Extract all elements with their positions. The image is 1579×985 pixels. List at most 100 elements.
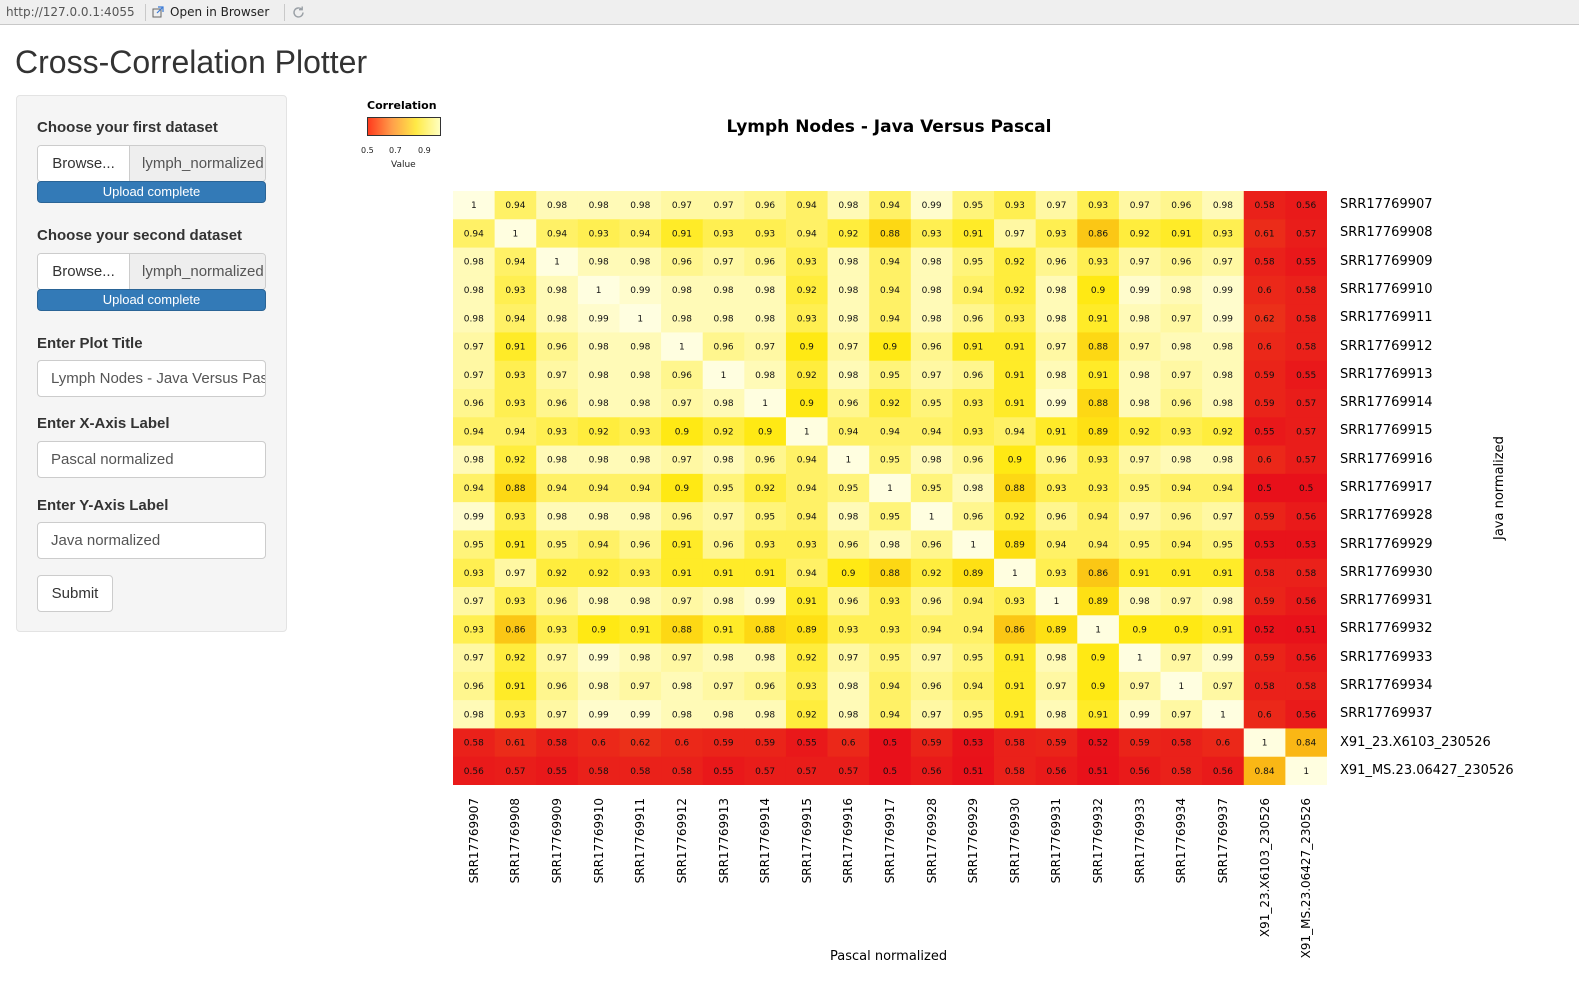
x-axis-label-input[interactable]: Pascal normalized bbox=[37, 441, 266, 478]
heatmap-cell bbox=[577, 558, 620, 588]
heatmap-cell bbox=[1035, 558, 1078, 588]
heatmap-cell-label: 0.93 bbox=[880, 625, 900, 635]
heatmap-cell bbox=[994, 417, 1037, 446]
heatmap-cell-label: 0.91 bbox=[672, 569, 692, 579]
heatmap-cell bbox=[1202, 473, 1245, 503]
heatmap-cell-label: 0.89 bbox=[1005, 541, 1025, 551]
open-in-browser-label: Open in Browser bbox=[170, 5, 270, 19]
heatmap-cell-label: 0.97 bbox=[464, 654, 484, 664]
submit-button[interactable]: Submit bbox=[37, 575, 113, 612]
heatmap-cell bbox=[453, 530, 496, 560]
second-dataset-file-input[interactable]: Browse... lymph_normalized bbox=[37, 253, 266, 290]
y-axis-label-input[interactable]: Java normalized bbox=[37, 522, 266, 559]
heatmap-cell bbox=[1160, 360, 1203, 390]
heatmap-cell bbox=[494, 530, 537, 560]
heatmap-cell-label: 0.98 bbox=[1213, 597, 1233, 607]
heatmap-cell-label: 0.91 bbox=[1005, 654, 1025, 664]
heatmap-cell-label: 0.58 bbox=[1171, 767, 1191, 777]
heatmap-cell bbox=[1202, 643, 1245, 673]
legend-sublabel: Value bbox=[391, 160, 416, 170]
heatmap-cell-label: 0.94 bbox=[547, 229, 567, 239]
heatmap-cell bbox=[661, 558, 704, 588]
heatmap-cell-label: 0.99 bbox=[1130, 286, 1150, 296]
heatmap-cell-label: 0.91 bbox=[672, 229, 692, 239]
heatmap-cell bbox=[494, 247, 537, 277]
column-label: SRR17769910 bbox=[591, 798, 606, 884]
heatmap-cell-label: 0.53 bbox=[963, 739, 983, 749]
heatmap-cell-label: 0.93 bbox=[1005, 314, 1025, 324]
heatmap-cell bbox=[994, 700, 1037, 729]
heatmap-cell bbox=[1243, 247, 1286, 277]
heatmap-cell bbox=[1160, 728, 1203, 758]
heatmap-cell bbox=[1285, 445, 1327, 475]
heatmap-cell bbox=[1202, 247, 1245, 277]
row-label: SRR17769914 bbox=[1340, 395, 1433, 411]
heatmap-cell-label: 0.98 bbox=[672, 710, 692, 720]
heatmap-cell bbox=[1285, 530, 1327, 560]
heatmap-cell bbox=[494, 671, 537, 701]
heatmap-cell bbox=[494, 275, 537, 305]
heatmap-cell bbox=[910, 445, 953, 475]
heatmap-cell bbox=[1077, 558, 1120, 588]
heatmap-cell bbox=[952, 191, 995, 220]
heatmap-cell-label: 0.91 bbox=[630, 625, 650, 635]
heatmap-cell bbox=[619, 756, 662, 785]
heatmap-cell bbox=[1160, 417, 1203, 446]
heatmap-cell-label: 0.91 bbox=[1171, 569, 1191, 579]
heatmap-cell bbox=[702, 728, 745, 758]
heatmap-cell-label: 0.91 bbox=[1130, 569, 1150, 579]
heatmap-cell bbox=[744, 587, 787, 616]
heatmap-cell-label: 0.98 bbox=[630, 343, 650, 353]
heatmap-cell-label: 0.93 bbox=[505, 286, 525, 296]
heatmap-cell bbox=[453, 473, 496, 503]
heatmap-cell-label: 0.98 bbox=[672, 314, 692, 324]
heatmap-cell-label: 0.96 bbox=[714, 541, 734, 551]
heatmap-cell bbox=[827, 502, 870, 531]
column-label: SRR17769914 bbox=[758, 798, 773, 884]
heatmap-cell-label: 0.98 bbox=[714, 399, 734, 409]
heatmap-cell-label: 0.94 bbox=[880, 258, 900, 268]
heatmap-cell bbox=[1077, 530, 1120, 560]
heatmap-cell bbox=[702, 530, 745, 560]
heatmap-cell bbox=[827, 191, 870, 220]
heatmap-cell-label: 0.89 bbox=[1088, 427, 1108, 437]
first-dataset-browse-button[interactable]: Browse... bbox=[38, 146, 130, 181]
heatmap-cell bbox=[1035, 530, 1078, 560]
heatmap-cell-label: 0.93 bbox=[505, 512, 525, 522]
url-text[interactable]: http://127.0.0.1:4055 bbox=[6, 5, 135, 19]
second-dataset-browse-button[interactable]: Browse... bbox=[38, 254, 130, 289]
heatmap-cell bbox=[827, 615, 870, 644]
reload-icon[interactable] bbox=[290, 4, 307, 21]
heatmap-cell-label: 0.97 bbox=[1171, 597, 1191, 607]
heatmap-cell-label: 0.94 bbox=[797, 456, 817, 466]
heatmap-cell bbox=[952, 530, 995, 560]
open-in-browser-button[interactable]: Open in Browser bbox=[152, 5, 269, 19]
heatmap-cell bbox=[1118, 304, 1161, 333]
heatmap-cell bbox=[619, 502, 662, 531]
row-label: SRR17769929 bbox=[1340, 536, 1433, 552]
heatmap-cell-label: 0.96 bbox=[755, 456, 775, 466]
heatmap-cell-label: 0.97 bbox=[464, 343, 484, 353]
heatmap-cell bbox=[1077, 332, 1120, 362]
heatmap-cell bbox=[1160, 332, 1203, 362]
heatmap-cell-label: 0.98 bbox=[1130, 597, 1150, 607]
heatmap-cell-label: 0.93 bbox=[1005, 201, 1025, 211]
heatmap-cell-label: 0.59 bbox=[1255, 399, 1275, 409]
heatmap-cell-label: 0.9 bbox=[800, 343, 815, 353]
plot-title-input[interactable]: Lymph Nodes - Java Versus Pascal bbox=[37, 360, 266, 397]
heatmap-cell bbox=[1077, 643, 1120, 673]
heatmap-cell bbox=[577, 473, 620, 503]
heatmap-cell-label: 0.58 bbox=[1296, 286, 1316, 296]
heatmap-cell bbox=[661, 417, 704, 446]
heatmap-cell-label: 0.92 bbox=[505, 456, 525, 466]
heatmap-cell bbox=[827, 360, 870, 390]
first-dataset-file-input[interactable]: Browse... lymph_normalized bbox=[37, 145, 266, 182]
heatmap-cell bbox=[1035, 304, 1078, 333]
heatmap-cell bbox=[744, 558, 787, 588]
heatmap-cell bbox=[702, 417, 745, 446]
heatmap-cell-label: 0.94 bbox=[880, 710, 900, 720]
heatmap-cell-label: 0.94 bbox=[505, 258, 525, 268]
heatmap-cell bbox=[827, 417, 870, 446]
heatmap-cell bbox=[1202, 445, 1245, 475]
heatmap-cell-label: 0.91 bbox=[714, 625, 734, 635]
